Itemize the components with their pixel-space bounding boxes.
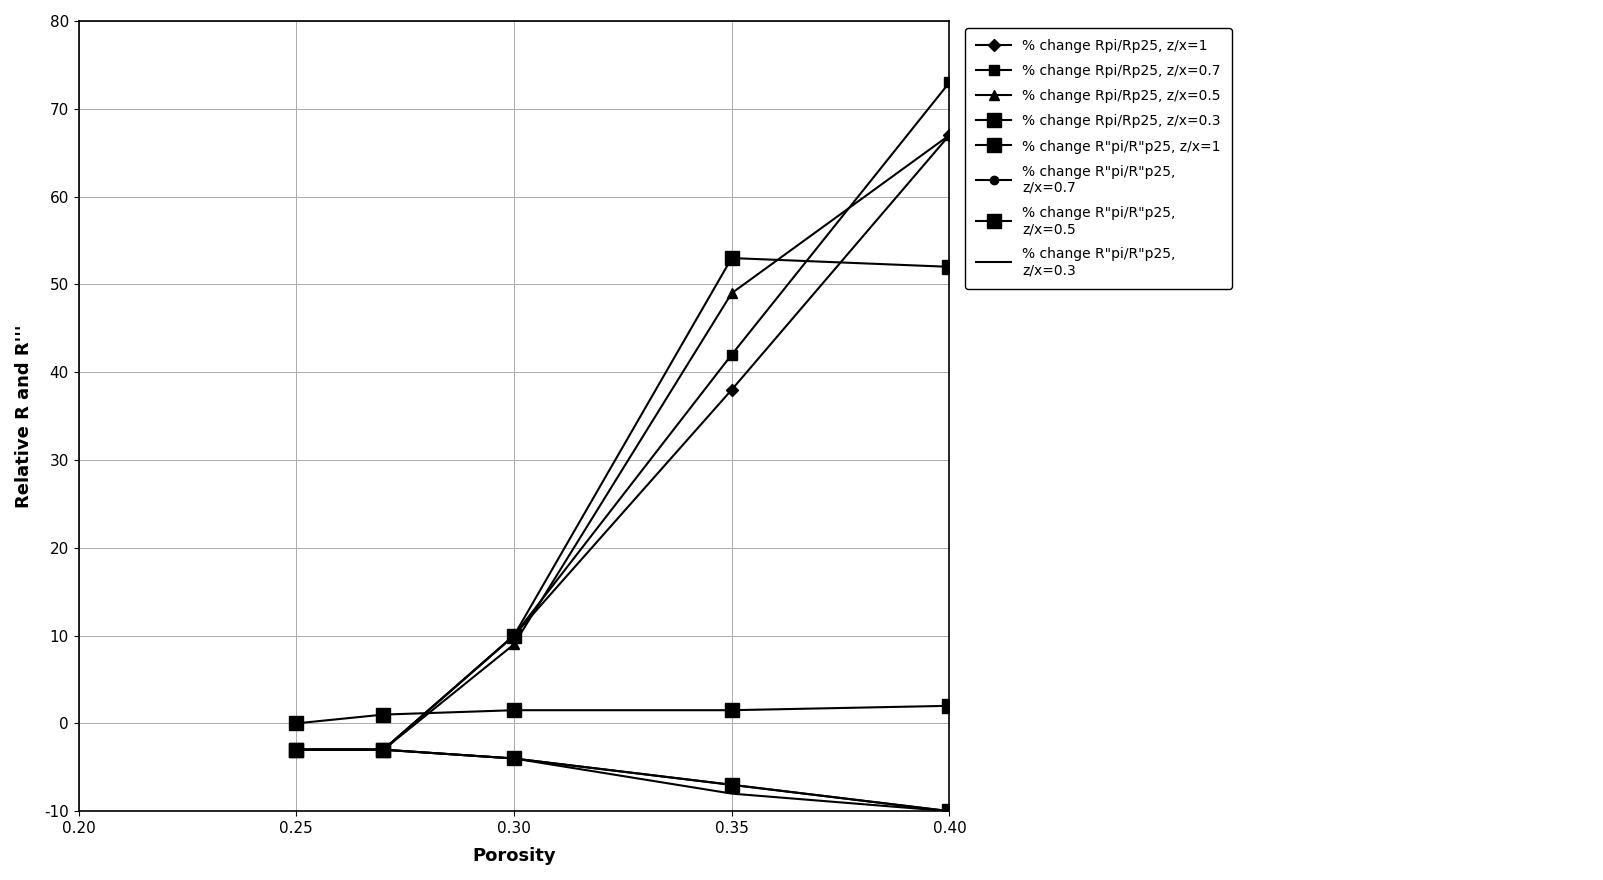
% change Rpi/Rp25, z/x=0.7 bbox=[287, 744, 306, 755]
% change Rpi/Rp25, z/x=0.5 bbox=[505, 639, 524, 649]
Line: % change R"pi/R"p25, z/x=1: % change R"pi/R"p25, z/x=1 bbox=[290, 699, 957, 730]
% change Rpi/Rp25, z/x=1 bbox=[287, 744, 306, 755]
% change Rpi/Rp25, z/x=0.3 bbox=[721, 253, 741, 263]
% change Rpi/Rp25, z/x=1 bbox=[373, 744, 393, 755]
Line: % change Rpi/Rp25, z/x=0.3: % change Rpi/Rp25, z/x=0.3 bbox=[290, 251, 957, 757]
X-axis label: Porosity: Porosity bbox=[473, 847, 556, 865]
% change Rpi/Rp25, z/x=0.5 bbox=[939, 130, 959, 141]
% change R"pi/R"p25,
z/x=0.3 bbox=[505, 753, 524, 764]
Y-axis label: Relative R and R''': Relative R and R''' bbox=[14, 325, 34, 508]
% change Rpi/Rp25, z/x=1 bbox=[721, 385, 741, 395]
% change R"pi/R"p25,
z/x=0.7 bbox=[939, 806, 959, 817]
Line: % change R"pi/R"p25,
z/x=0.3: % change R"pi/R"p25, z/x=0.3 bbox=[297, 750, 949, 811]
% change Rpi/Rp25, z/x=0.5 bbox=[721, 288, 741, 298]
% change R"pi/R"p25, z/x=1 bbox=[505, 705, 524, 715]
Line: % change Rpi/Rp25, z/x=0.7: % change Rpi/Rp25, z/x=0.7 bbox=[292, 77, 954, 754]
% change R"pi/R"p25,
z/x=0.3 bbox=[939, 806, 959, 817]
% change R"pi/R"p25,
z/x=0.3 bbox=[721, 788, 741, 799]
% change Rpi/Rp25, z/x=0.7 bbox=[373, 744, 393, 755]
% change Rpi/Rp25, z/x=0.7 bbox=[505, 630, 524, 641]
% change R"pi/R"p25, z/x=1 bbox=[721, 705, 741, 715]
% change R"pi/R"p25,
z/x=0.7 bbox=[373, 744, 393, 755]
% change Rpi/Rp25, z/x=1 bbox=[505, 630, 524, 641]
% change R"pi/R"p25,
z/x=0.3 bbox=[373, 744, 393, 755]
% change Rpi/Rp25, z/x=0.5 bbox=[287, 744, 306, 755]
Line: % change Rpi/Rp25, z/x=1: % change Rpi/Rp25, z/x=1 bbox=[292, 131, 954, 754]
% change R"pi/R"p25,
z/x=0.5 bbox=[721, 780, 741, 790]
% change Rpi/Rp25, z/x=0.7 bbox=[939, 77, 959, 88]
% change Rpi/Rp25, z/x=0.3 bbox=[505, 630, 524, 641]
% change Rpi/Rp25, z/x=0.5 bbox=[373, 744, 393, 755]
% change Rpi/Rp25, z/x=0.3 bbox=[939, 261, 959, 272]
Line: % change Rpi/Rp25, z/x=0.5: % change Rpi/Rp25, z/x=0.5 bbox=[292, 130, 954, 754]
% change R"pi/R"p25,
z/x=0.7 bbox=[505, 753, 524, 764]
% change R"pi/R"p25,
z/x=0.7 bbox=[287, 744, 306, 755]
% change Rpi/Rp25, z/x=0.7 bbox=[721, 349, 741, 360]
% change R"pi/R"p25,
z/x=0.5 bbox=[373, 744, 393, 755]
% change R"pi/R"p25,
z/x=0.7 bbox=[721, 780, 741, 790]
Line: % change R"pi/R"p25,
z/x=0.5: % change R"pi/R"p25, z/x=0.5 bbox=[290, 743, 957, 818]
% change R"pi/R"p25,
z/x=0.5 bbox=[505, 753, 524, 764]
Legend: % change Rpi/Rp25, z/x=1, % change Rpi/Rp25, z/x=0.7, % change Rpi/Rp25, z/x=0.5: % change Rpi/Rp25, z/x=1, % change Rpi/R… bbox=[965, 28, 1231, 289]
% change R"pi/R"p25,
z/x=0.5 bbox=[939, 806, 959, 817]
% change R"pi/R"p25, z/x=1 bbox=[373, 709, 393, 720]
% change R"pi/R"p25, z/x=1 bbox=[287, 718, 306, 729]
% change Rpi/Rp25, z/x=0.3 bbox=[373, 744, 393, 755]
% change Rpi/Rp25, z/x=1 bbox=[939, 130, 959, 141]
% change R"pi/R"p25, z/x=1 bbox=[939, 700, 959, 711]
% change R"pi/R"p25,
z/x=0.5 bbox=[287, 744, 306, 755]
% change R"pi/R"p25,
z/x=0.3 bbox=[287, 744, 306, 755]
Line: % change R"pi/R"p25,
z/x=0.7: % change R"pi/R"p25, z/x=0.7 bbox=[292, 745, 954, 816]
% change Rpi/Rp25, z/x=0.3 bbox=[287, 744, 306, 755]
